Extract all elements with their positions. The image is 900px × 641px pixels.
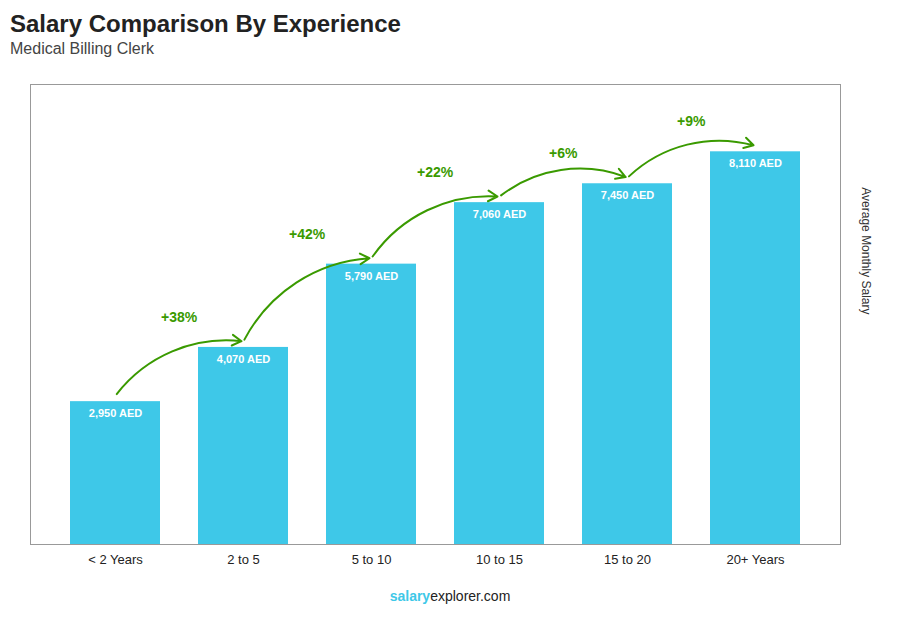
svg-text:+9%: +9% bbox=[677, 113, 706, 129]
svg-text:+42%: +42% bbox=[289, 226, 326, 242]
svg-text:+6%: +6% bbox=[549, 145, 578, 161]
svg-text:7,450 AED: 7,450 AED bbox=[601, 189, 654, 201]
svg-text:20+ Years: 20+ Years bbox=[726, 552, 785, 567]
svg-text:5 to 10: 5 to 10 bbox=[352, 552, 392, 567]
svg-text:< 2 Years: < 2 Years bbox=[88, 552, 143, 567]
svg-text:8,110 AED: 8,110 AED bbox=[729, 157, 782, 169]
svg-text:2 to 5: 2 to 5 bbox=[227, 552, 260, 567]
svg-text:+22%: +22% bbox=[417, 164, 454, 180]
svg-text:10 to 15: 10 to 15 bbox=[476, 552, 523, 567]
html-text:salary explorer.com: salary explorer.com bbox=[389, 588, 511, 604]
svg-text:2,950 AED: 2,950 AED bbox=[89, 407, 142, 419]
svg-text:7,060 AED: 7,060 AED bbox=[473, 208, 526, 220]
svg-text:4,070 AED: 4,070 AED bbox=[217, 353, 270, 365]
svg-text:Average Monthly Salary: Average Monthly Salary bbox=[859, 187, 873, 314]
svg-text:15 to 20: 15 to 20 bbox=[604, 552, 651, 567]
svg-text:+38%: +38% bbox=[161, 309, 198, 325]
html-text:Salary Comparison By Experienc: Salary Comparison By Experience bbox=[10, 10, 401, 37]
html-text:Medical Billing Clerk: Medical Billing Clerk bbox=[10, 40, 154, 57]
svg-text:5,790 AED: 5,790 AED bbox=[345, 270, 398, 282]
